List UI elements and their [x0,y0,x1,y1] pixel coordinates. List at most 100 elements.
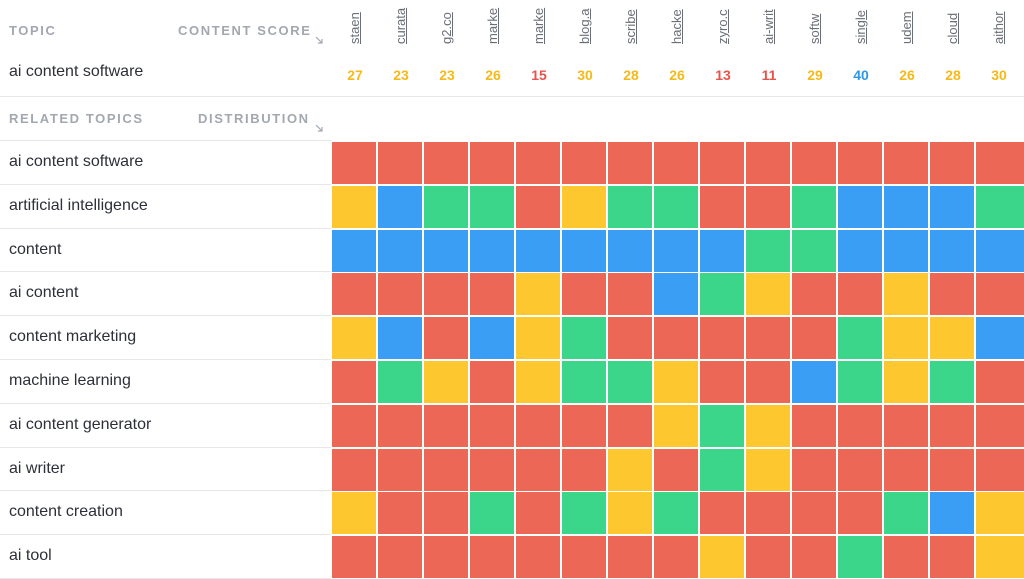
distribution-header[interactable]: DISTRIBUTION [198,111,310,126]
content-score-header[interactable]: CONTENT SCORE [178,23,312,38]
distribution-cell[interactable] [884,317,928,359]
distribution-cell[interactable] [746,230,790,272]
distribution-cell[interactable] [838,449,882,491]
distribution-cell[interactable] [746,273,790,315]
distribution-cell[interactable] [930,492,974,534]
distribution-cell[interactable] [516,492,560,534]
distribution-cell[interactable] [838,142,882,184]
distribution-cell[interactable] [654,405,698,447]
distribution-cell[interactable] [424,142,468,184]
distribution-cell[interactable] [470,317,514,359]
distribution-cell[interactable] [746,449,790,491]
distribution-cell[interactable] [562,142,606,184]
distribution-cell[interactable] [608,492,652,534]
distribution-cell[interactable] [838,361,882,403]
site-link[interactable]: marke [530,2,548,44]
distribution-cell[interactable] [516,142,560,184]
distribution-cell[interactable] [562,186,606,228]
site-link[interactable]: softw [806,2,824,44]
site-link[interactable]: curata [392,2,410,44]
distribution-cell[interactable] [424,449,468,491]
distribution-cell[interactable] [378,186,422,228]
distribution-cell[interactable] [332,142,376,184]
distribution-cell[interactable] [470,405,514,447]
distribution-cell[interactable] [792,317,836,359]
distribution-cell[interactable] [976,317,1024,359]
distribution-cell[interactable] [378,361,422,403]
distribution-cell[interactable] [608,142,652,184]
distribution-cell[interactable] [378,492,422,534]
distribution-cell[interactable] [654,142,698,184]
distribution-cell[interactable] [746,405,790,447]
distribution-cell[interactable] [838,186,882,228]
distribution-cell[interactable] [516,317,560,359]
distribution-cell[interactable] [792,186,836,228]
distribution-cell[interactable] [746,186,790,228]
distribution-cell[interactable] [976,405,1024,447]
distribution-cell[interactable] [332,273,376,315]
distribution-cell[interactable] [792,230,836,272]
distribution-cell[interactable] [608,273,652,315]
distribution-cell[interactable] [930,317,974,359]
distribution-cell[interactable] [700,449,744,491]
distribution-cell[interactable] [562,449,606,491]
site-link[interactable]: udem [898,2,916,44]
distribution-cell[interactable] [608,361,652,403]
distribution-cell[interactable] [562,230,606,272]
distribution-cell[interactable] [608,405,652,447]
distribution-cell[interactable] [332,536,376,578]
distribution-cell[interactable] [976,230,1024,272]
distribution-cell[interactable] [930,361,974,403]
distribution-cell[interactable] [562,361,606,403]
distribution-cell[interactable] [378,536,422,578]
distribution-cell[interactable] [884,361,928,403]
site-link[interactable]: g2.co [438,2,456,44]
distribution-cell[interactable] [378,449,422,491]
distribution-cell[interactable] [792,449,836,491]
site-link[interactable]: blog.a [576,2,594,44]
distribution-cell[interactable] [424,273,468,315]
distribution-cell[interactable] [976,142,1024,184]
distribution-cell[interactable] [746,536,790,578]
site-link[interactable]: marke [484,2,502,44]
distribution-cell[interactable] [470,230,514,272]
distribution-cell[interactable] [792,361,836,403]
distribution-cell[interactable] [470,361,514,403]
distribution-cell[interactable] [976,273,1024,315]
distribution-cell[interactable] [378,317,422,359]
distribution-cell[interactable] [378,142,422,184]
distribution-cell[interactable] [884,273,928,315]
distribution-cell[interactable] [654,492,698,534]
site-link[interactable]: aithor [990,2,1008,44]
distribution-cell[interactable] [838,273,882,315]
distribution-cell[interactable] [700,142,744,184]
distribution-cell[interactable] [516,449,560,491]
distribution-cell[interactable] [838,492,882,534]
distribution-cell[interactable] [424,186,468,228]
distribution-cell[interactable] [884,405,928,447]
distribution-cell[interactable] [884,492,928,534]
site-link[interactable]: ai-writ [760,2,778,44]
distribution-cell[interactable] [608,186,652,228]
distribution-cell[interactable] [654,186,698,228]
distribution-cell[interactable] [378,273,422,315]
distribution-cell[interactable] [700,361,744,403]
distribution-cell[interactable] [516,361,560,403]
distribution-cell[interactable] [700,536,744,578]
distribution-cell[interactable] [562,317,606,359]
distribution-cell[interactable] [792,536,836,578]
distribution-cell[interactable] [746,361,790,403]
site-link[interactable]: cloud [944,2,962,44]
distribution-cell[interactable] [332,317,376,359]
distribution-cell[interactable] [562,536,606,578]
distribution-cell[interactable] [608,536,652,578]
distribution-cell[interactable] [746,142,790,184]
distribution-cell[interactable] [332,492,376,534]
distribution-cell[interactable] [976,186,1024,228]
distribution-cell[interactable] [516,186,560,228]
distribution-cell[interactable] [470,449,514,491]
distribution-cell[interactable] [654,273,698,315]
distribution-cell[interactable] [562,405,606,447]
site-link[interactable]: hacke [668,2,686,44]
sort-arrow-icon[interactable] [315,124,323,132]
